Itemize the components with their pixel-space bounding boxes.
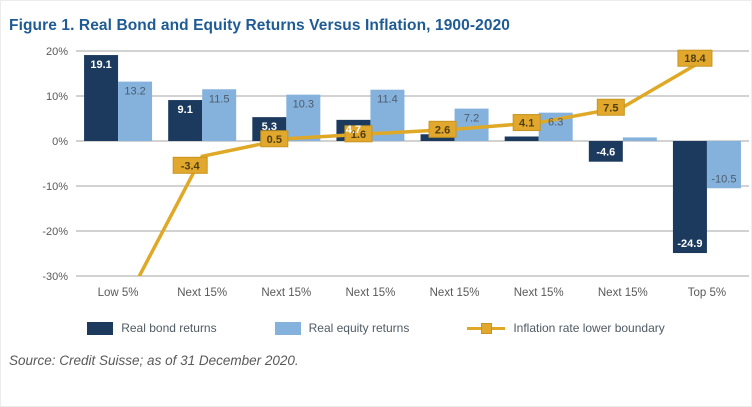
marker-square: [481, 322, 493, 334]
x-axis-category-label: Next 15%: [261, 287, 311, 299]
bond-swatch-icon: [87, 321, 114, 335]
x-axis-category-label: Next 15%: [346, 287, 396, 299]
bar-real-equity-returns-2: [286, 94, 321, 141]
y-axis-tick-label: -10%: [42, 181, 68, 193]
y-axis-tick-label: 10%: [46, 91, 68, 103]
chart-canvas: 20% 10% 0% -10% -20% -30% -3.4 0.5 1.6 2.6 4.1 7.5 1…: [42, 46, 749, 299]
y-axis-tick-label: 0%: [52, 136, 68, 148]
inflation-label-box: [260, 130, 289, 148]
bar-real-bond-returns-1: [168, 100, 203, 141]
bar-value-label: 13.2: [124, 86, 145, 98]
bar-real-bond-returns-5: [504, 136, 539, 141]
inflation-label-box: [428, 120, 457, 138]
x-axis-category-label: Next 15%: [177, 287, 227, 299]
inflation-label: 7.5: [603, 102, 618, 114]
source-note: Source: Credit Suisse; as of 31 December…: [9, 353, 299, 368]
bar-value-label: 11.5: [209, 93, 230, 105]
inflation-label: 1.6: [351, 129, 366, 141]
inflation-label-box: [172, 156, 208, 174]
equity-swatch-icon: [274, 321, 301, 335]
bar-real-equity-returns-1: [202, 89, 237, 141]
y-axis-tick-label: -20%: [42, 226, 68, 238]
inflation-line-marker-icon: [467, 322, 506, 335]
bar-real-bond-returns-0: [84, 55, 119, 141]
bar-real-bond-returns-6: [588, 141, 623, 162]
bar-real-equity-returns-6: [622, 137, 657, 141]
bar-value-label: 6.3: [548, 117, 563, 129]
y-axis-tick-label: -30%: [42, 271, 68, 283]
x-axis-category-label: Low 5%: [98, 287, 139, 299]
bar-value-label: 11.4: [377, 94, 398, 106]
bar-value-label: 5.3: [262, 121, 277, 133]
legend: Real bond returns Real equity returns In…: [1, 315, 751, 341]
legend-label-bond: Real bond returns: [121, 321, 217, 335]
inflation-label-box: [677, 49, 713, 67]
inflation-label-box: [596, 98, 625, 116]
legend-item-real-equity-returns: Real equity returns: [274, 321, 410, 335]
legend-item-inflation-boundary: Inflation rate lower boundary: [467, 321, 665, 335]
legend-item-real-bond-returns: Real bond returns: [87, 321, 217, 335]
legend-label-equity: Real equity returns: [308, 321, 410, 335]
bar-value-label: 10.3: [293, 99, 314, 111]
bar-value-label: 19.1: [90, 59, 111, 71]
bar-real-equity-returns-0: [118, 81, 153, 141]
y-axis-tick-label: 20%: [46, 46, 68, 58]
inflation-label: -3.4: [181, 160, 201, 172]
bar-value-label: 9.1: [178, 104, 193, 116]
x-axis-category-label: Next 15%: [514, 287, 564, 299]
bar-value-label: 4.7: [346, 124, 361, 136]
x-axis-category-label: Top 5%: [688, 287, 726, 299]
bar-real-bond-returns-7: [672, 141, 707, 254]
inflation-label: 4.1: [519, 118, 534, 130]
bar-value-label: -24.9: [677, 238, 702, 250]
bar-value-label: 7.2: [464, 113, 479, 125]
inflation-label: 18.4: [684, 53, 706, 65]
inflation-label: 2.6: [435, 124, 450, 136]
bar-value-label: -10.5: [711, 173, 736, 185]
legend-label-inflation: Inflation rate lower boundary: [513, 321, 665, 335]
inflation-label-box: [512, 114, 541, 132]
figure-title: Figure 1. Real Bond and Equity Returns V…: [9, 17, 511, 34]
x-axis-category-label: Next 15%: [430, 287, 480, 299]
inflation-label-box: [344, 125, 373, 143]
inflation-label: 0.5: [267, 134, 282, 146]
bar-real-equity-returns-7: [706, 141, 741, 189]
chart-area: 20% 10% 0% -10% -20% -30% -3.4 0.5 1.6 2.6 4.1 7.5 1…: [1, 41, 751, 313]
x-axis-category-label: Next 15%: [598, 287, 648, 299]
bar-value-label: -4.6: [596, 147, 615, 159]
bar-real-equity-returns-4: [454, 108, 489, 141]
